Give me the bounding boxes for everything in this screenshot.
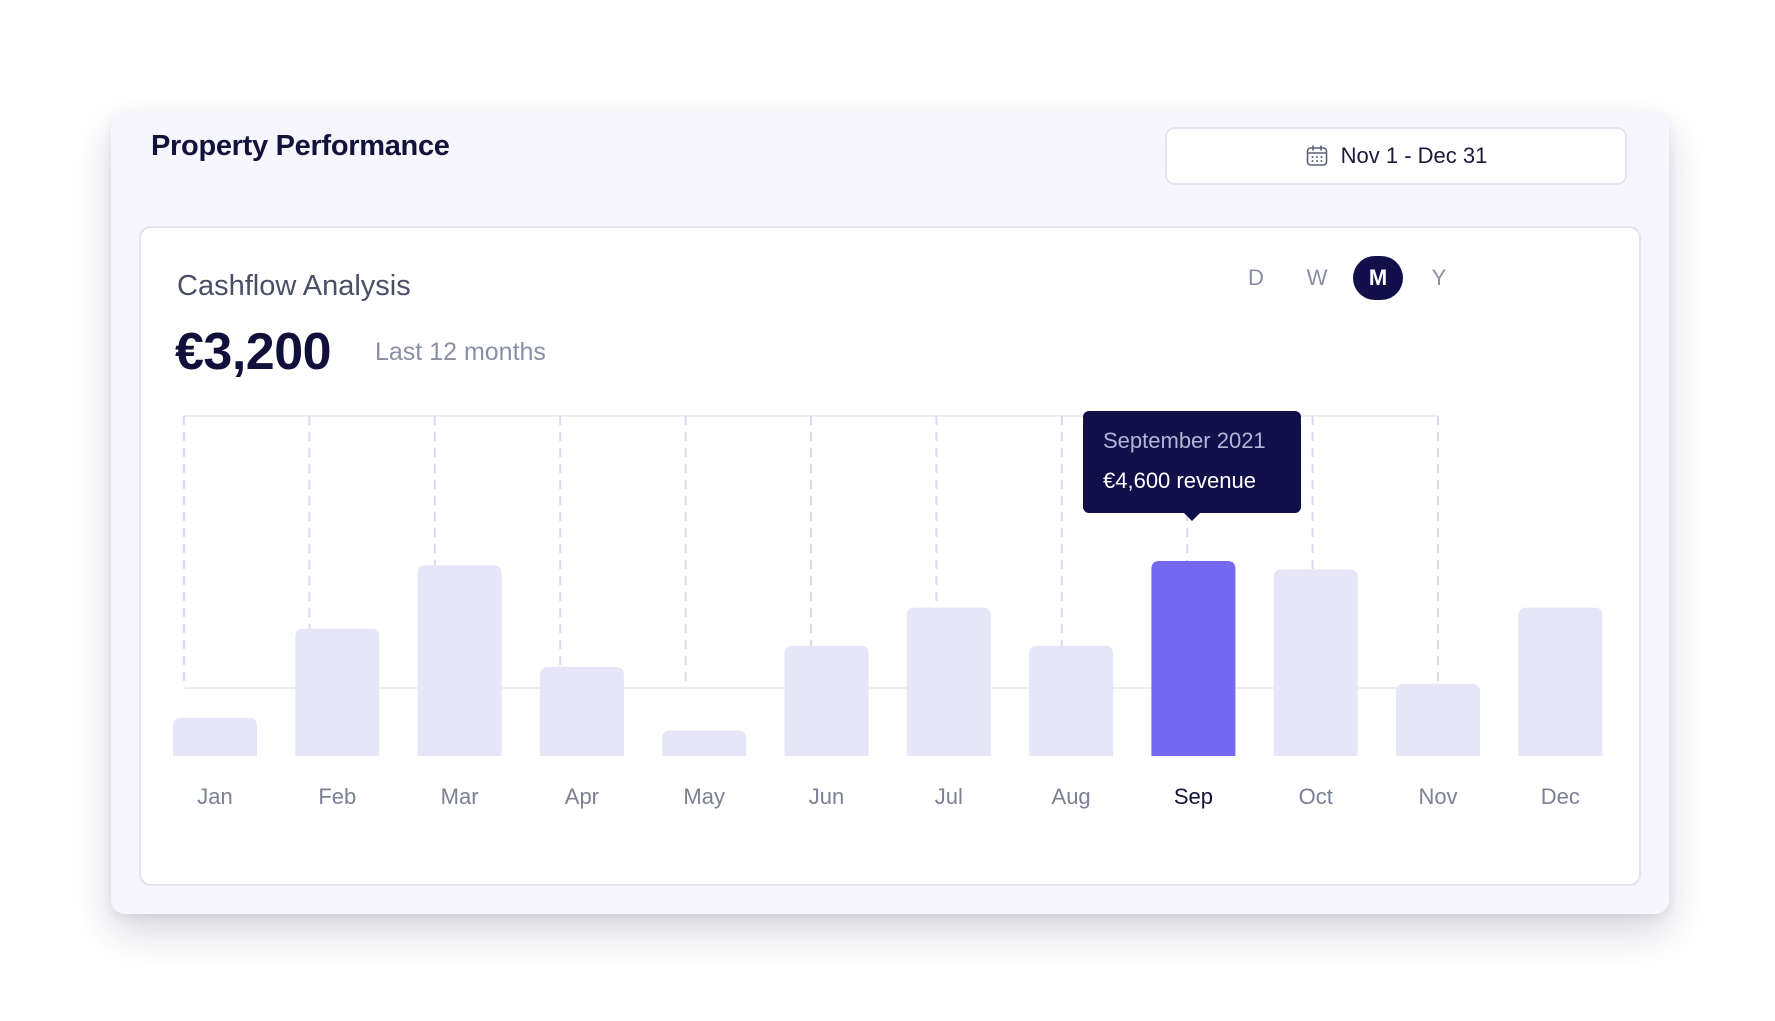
date-range-label: Nov 1 - Dec 31 <box>1340 143 1488 168</box>
card-title: Property Performance <box>151 130 450 162</box>
toggle-month[interactable]: M <box>1353 256 1403 300</box>
date-range-button[interactable]: Nov 1 - Dec 31 <box>1165 127 1627 185</box>
tooltip-value: €4,600 revenue <box>1103 467 1301 495</box>
x-tick-label: Feb <box>318 784 356 809</box>
bar-apr <box>539 666 624 756</box>
bar-dec <box>1518 607 1603 756</box>
bar-tooltip: September 2021 €4,600 revenue <box>1083 411 1301 521</box>
x-tick-label: Jan <box>197 784 232 809</box>
calendar-icon <box>1306 145 1327 166</box>
bar-jul <box>906 607 991 756</box>
bar-sep <box>1151 560 1236 756</box>
x-tick-label: May <box>683 784 725 809</box>
bar-nov <box>1396 683 1480 756</box>
period-label: Last 12 months <box>375 338 546 366</box>
x-tick-label: Nov <box>1418 784 1457 809</box>
tooltip-date: September 2021 <box>1103 428 1266 453</box>
toggle-week[interactable]: W <box>1306 265 1328 290</box>
bar-jan <box>173 717 257 756</box>
cashflow-amount: €3,200 <box>175 323 332 381</box>
bar-feb <box>295 628 380 756</box>
x-tick-label: Dec <box>1541 784 1580 809</box>
x-tick-label: Aug <box>1052 784 1091 809</box>
bar-aug <box>1029 645 1114 756</box>
property-performance-card: Property Performance Nov 1 - Dec 31 Jan F… <box>111 112 1669 914</box>
tooltip-amount: €4,600 <box>1103 468 1171 493</box>
cashflow-chart: Jan Feb Mar Apr May Jun Jul Aug Sep Oct Nov Dec <box>173 415 1603 809</box>
bar-mar <box>417 565 502 756</box>
x-tick-label: Jun <box>809 784 844 809</box>
x-tick-label: Oct <box>1299 784 1333 809</box>
cashflow-panel: Jan Feb Mar Apr May Jun Jul Aug Sep Oct Nov Dec Cas… <box>139 226 1641 886</box>
bar-oct <box>1273 569 1358 756</box>
x-tick-label: Jul <box>935 784 963 809</box>
panel-title: Cashflow Analysis <box>177 270 411 302</box>
x-tick-label: Mar <box>441 784 479 809</box>
x-tick-label: Sep <box>1174 784 1213 809</box>
tooltip-unit: revenue <box>1176 468 1256 493</box>
toggle-year[interactable]: Y <box>1431 265 1447 290</box>
toggle-day[interactable]: D <box>1248 265 1264 290</box>
bar-may <box>662 730 747 756</box>
bar-jun <box>784 645 869 756</box>
x-tick-label: Apr <box>565 784 599 809</box>
